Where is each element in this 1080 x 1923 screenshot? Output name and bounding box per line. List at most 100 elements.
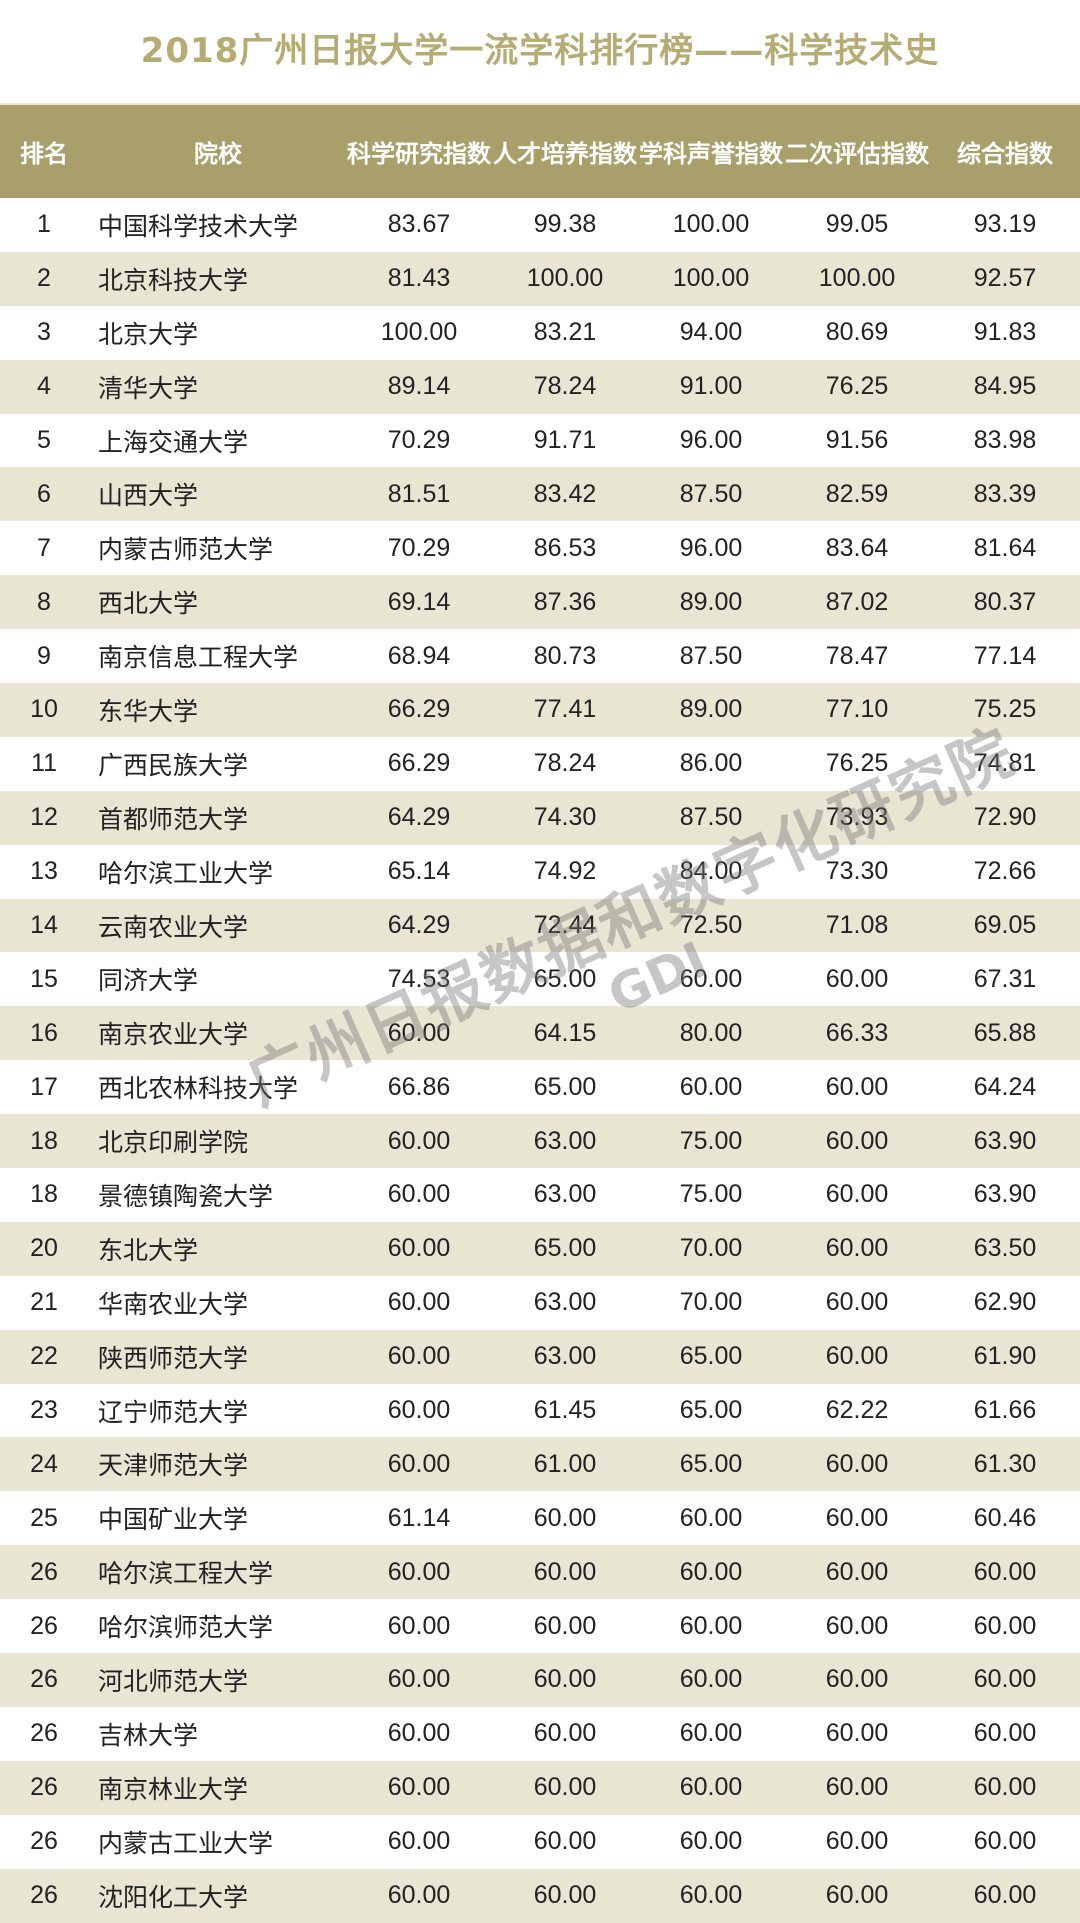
secondary-index-cell: 60.00 — [825, 1719, 889, 1748]
table-row: 24 天津师范大学 60.00 61.00 65.00 60.00 61.30 — [0, 1437, 1080, 1492]
school-cell: 吉林大学 — [98, 1720, 199, 1750]
rank-cell: 4 — [37, 372, 51, 401]
secondary-index-cell: 87.02 — [825, 587, 889, 616]
table-row: 26 沈阳化工大学 60.00 60.00 60.00 60.00 60.00 — [0, 1868, 1080, 1923]
reputation-index-cell: 65.00 — [679, 1342, 743, 1371]
table-row: 26 河北师范大学 60.00 60.00 60.00 60.00 60.00 — [0, 1653, 1080, 1707]
reputation-index-cell: 86.00 — [679, 749, 743, 778]
overall-index-cell: 74.81 — [973, 749, 1037, 778]
rank-cell: 3 — [37, 318, 51, 347]
table-row: 3 北京大学 100.00 83.21 94.00 80.69 91.83 — [0, 305, 1080, 360]
rank-cell: 13 — [30, 857, 58, 886]
talent-index-cell: 74.30 — [533, 803, 597, 832]
secondary-index-cell: 60.00 — [825, 1881, 889, 1910]
overall-index-cell: 63.90 — [973, 1126, 1037, 1155]
reputation-index-cell: 60.00 — [679, 1773, 743, 1802]
school-cell: 东北大学 — [98, 1235, 199, 1265]
reputation-index-cell: 100.00 — [672, 264, 750, 293]
rank-cell: 25 — [30, 1503, 58, 1532]
reputation-index-cell: 60.00 — [679, 1611, 743, 1640]
reputation-index-cell: 87.50 — [679, 803, 743, 832]
reputation-index-cell: 96.00 — [679, 426, 743, 454]
secondary-index-cell: 77.10 — [825, 695, 889, 724]
overall-index-cell: 67.31 — [973, 964, 1037, 993]
reputation-index-cell: 60.00 — [679, 1503, 743, 1532]
secondary-index-cell: 60.00 — [825, 1126, 889, 1155]
overall-index-cell: 92.57 — [973, 264, 1037, 293]
overall-index-cell: 84.95 — [973, 372, 1037, 401]
rank-cell: 14 — [30, 911, 58, 940]
talent-index-cell: 65.00 — [533, 1072, 597, 1101]
table-row: 1 中国科学技术大学 83.67 99.38 100.00 99.05 93.19 — [0, 198, 1080, 252]
overall-index-cell: 60.46 — [973, 1503, 1037, 1532]
school-cell: 南京农业大学 — [98, 1020, 249, 1050]
research-index-cell: 83.67 — [387, 210, 451, 239]
research-index-cell: 60.00 — [387, 1719, 451, 1748]
school-cell: 云南农业大学 — [98, 912, 249, 942]
overall-index-cell: 72.90 — [973, 803, 1037, 832]
table-row: 17 西北农林科技大学 66.86 65.00 60.00 60.00 64.24 — [0, 1060, 1080, 1115]
school-cell: 首都师范大学 — [98, 804, 249, 834]
talent-index-cell: 60.00 — [533, 1827, 597, 1856]
reputation-index-cell: 94.00 — [679, 318, 743, 347]
research-index-cell: 65.14 — [387, 857, 451, 886]
table-header-row: 排名 院校 科学研究指数 人才培养指数 学科声誉指数 二次评估指数 综合指数 — [0, 105, 1080, 198]
school-cell: 南京信息工程大学 — [98, 643, 299, 673]
reputation-index-cell: 75.00 — [679, 1180, 743, 1209]
table-row: 21 华南农业大学 60.00 63.00 70.00 60.00 62.90 — [0, 1275, 1080, 1330]
research-index-cell: 81.43 — [387, 264, 451, 293]
overall-index-cell: 60.00 — [973, 1611, 1037, 1640]
reputation-index-cell: 60.00 — [679, 964, 743, 993]
reputation-index-cell: 60.00 — [679, 1827, 743, 1856]
table-body: 1 中国科学技术大学 83.67 99.38 100.00 99.05 93.19 2 北京科技… — [0, 198, 1080, 1923]
rank-cell: 8 — [37, 587, 51, 616]
rank-cell: 7 — [37, 533, 51, 562]
overall-index-cell: 60.00 — [973, 1557, 1037, 1586]
overall-index-cell: 91.83 — [973, 318, 1037, 347]
research-index-cell: 60.00 — [387, 1881, 451, 1910]
rank-cell: 1 — [37, 210, 51, 239]
header-school: 院校 — [194, 140, 242, 168]
secondary-index-cell: 100.00 — [818, 264, 896, 293]
research-index-cell: 60.00 — [387, 1773, 451, 1802]
talent-index-cell: 65.00 — [533, 1234, 597, 1263]
talent-index-cell: 60.00 — [533, 1611, 597, 1640]
talent-index-cell: 72.44 — [533, 911, 597, 940]
reputation-index-cell: 60.00 — [679, 1665, 743, 1694]
research-index-cell: 66.29 — [387, 695, 451, 724]
table-row: 6 山西大学 81.51 83.42 87.50 82.59 83.39 — [0, 467, 1080, 522]
reputation-index-cell: 65.00 — [679, 1449, 743, 1478]
overall-index-cell: 62.90 — [973, 1288, 1037, 1317]
reputation-index-cell: 60.00 — [679, 1072, 743, 1101]
research-index-cell: 66.86 — [387, 1072, 451, 1101]
reputation-index-cell: 84.00 — [679, 857, 743, 886]
table-row: 12 首都师范大学 64.29 74.30 87.50 73.93 72.90 — [0, 790, 1080, 845]
header-talent-index: 人才培养指数 — [493, 140, 637, 168]
research-index-cell: 69.14 — [387, 587, 451, 616]
research-index-cell: 74.53 — [387, 964, 451, 993]
talent-index-cell: 63.00 — [533, 1180, 597, 1209]
school-cell: 内蒙古师范大学 — [98, 535, 274, 565]
talent-index-cell: 80.73 — [533, 641, 597, 670]
talent-index-cell: 65.00 — [533, 964, 597, 993]
school-cell: 华南农业大学 — [98, 1289, 249, 1319]
school-cell: 北京科技大学 — [98, 265, 249, 295]
research-index-cell: 60.00 — [387, 1611, 451, 1640]
school-cell: 西北农林科技大学 — [98, 1074, 299, 1104]
school-cell: 中国科学技术大学 — [98, 211, 299, 241]
rank-cell: 23 — [30, 1396, 58, 1425]
reputation-index-cell: 87.50 — [679, 479, 743, 508]
overall-index-cell: 61.30 — [973, 1449, 1037, 1478]
secondary-index-cell: 60.00 — [825, 1342, 889, 1371]
table-row: 26 内蒙古工业大学 60.00 60.00 60.00 60.00 60.00 — [0, 1814, 1080, 1869]
talent-index-cell: 77.41 — [533, 695, 597, 724]
school-cell: 广西民族大学 — [98, 750, 249, 780]
school-cell: 哈尔滨工业大学 — [98, 858, 274, 888]
overall-index-cell: 69.05 — [973, 911, 1037, 940]
research-index-cell: 89.14 — [387, 372, 451, 401]
overall-index-cell: 63.50 — [973, 1234, 1037, 1263]
rank-cell: 16 — [30, 1018, 58, 1047]
research-index-cell: 60.00 — [387, 1342, 451, 1371]
table-row: 26 哈尔滨工程大学 60.00 60.00 60.00 60.00 60.00 — [0, 1545, 1080, 1600]
table-row: 18 北京印刷学院 60.00 63.00 75.00 60.00 63.90 — [0, 1114, 1080, 1169]
